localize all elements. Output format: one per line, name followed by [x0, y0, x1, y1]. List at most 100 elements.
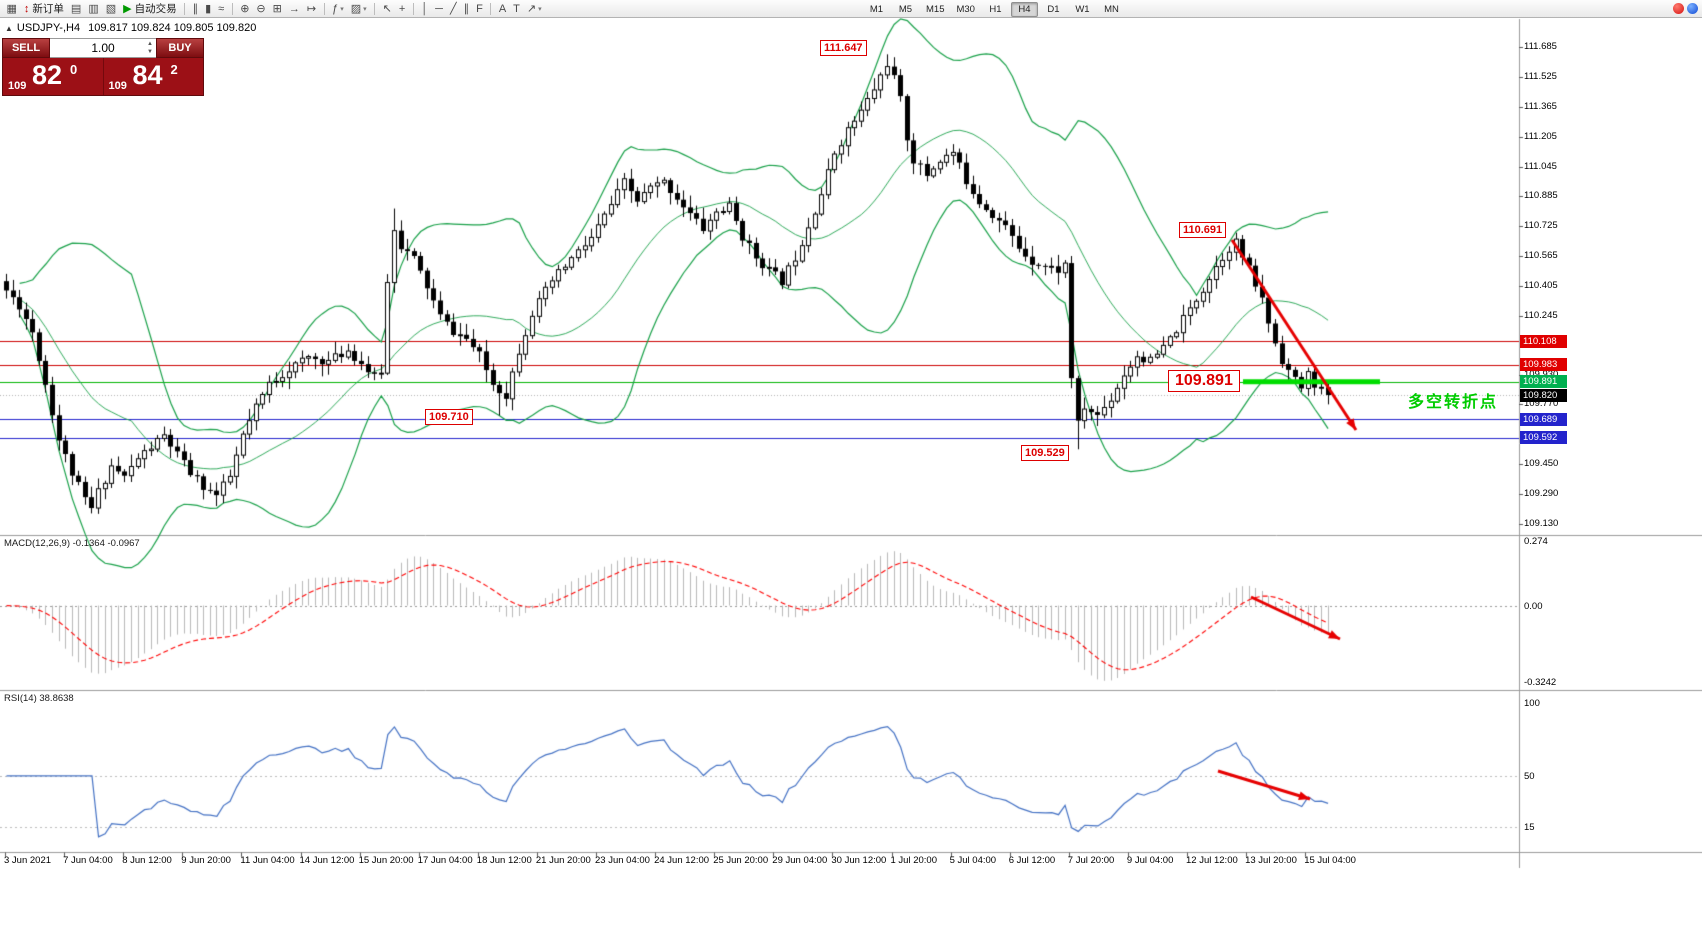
- toolbar-separator: [490, 2, 492, 15]
- price-axis-label: 110.565: [1524, 250, 1558, 262]
- bar-chart-icon: ∥: [192, 2, 199, 15]
- arrows-tool-button[interactable]: ↗ ▾: [524, 1, 545, 17]
- autotrading-icon: ▶: [123, 2, 132, 15]
- auto-scroll-button[interactable]: →: [286, 1, 303, 17]
- price-callout-support[interactable]: 109.710: [425, 409, 473, 425]
- horizontal-line-icon: ─: [435, 2, 443, 15]
- time-axis-label: 25 Jun 20:00: [713, 855, 769, 866]
- time-axis-label: 9 Jul 04:00: [1126, 855, 1174, 866]
- timeframe-m5-button[interactable]: M5: [898, 3, 913, 15]
- indicators-button[interactable]: ƒ ▾: [329, 1, 347, 17]
- symbol-timeframe-label: USDJPY-,H4: [16, 22, 81, 34]
- price-callout-key-level[interactable]: 109.891: [1168, 370, 1240, 392]
- zoom-out-icon: ⊖: [256, 2, 266, 15]
- price-callout-peak[interactable]: 111.647: [820, 40, 867, 56]
- text-icon: A: [498, 2, 507, 15]
- rsi-axis-label: 100: [1524, 698, 1540, 709]
- sell-price-point: 0: [70, 62, 78, 77]
- news-badge-icon[interactable]: [1673, 3, 1684, 14]
- buy-button[interactable]: BUY: [156, 38, 204, 58]
- buy-price-point: 2: [170, 62, 178, 77]
- tile-windows-button[interactable]: ⊞: [270, 1, 285, 17]
- fibonacci-button[interactable]: F: [473, 1, 486, 17]
- text-label-button[interactable]: T: [510, 1, 523, 17]
- templates-button[interactable]: ▨ ▾: [348, 1, 370, 17]
- toolbar-separator: [184, 2, 186, 15]
- toolbar-separator: [323, 2, 325, 15]
- new-chart-button[interactable]: ▦: [4, 1, 20, 17]
- buy-price[interactable]: 109 84 2: [104, 58, 204, 95]
- dropdown-caret-icon: ▾: [538, 5, 542, 13]
- rsi-label: RSI(14) 38.8638: [4, 693, 74, 704]
- chart-shift-button[interactable]: ↦: [304, 1, 319, 17]
- time-axis-label: 3 Jun 2021: [4, 855, 52, 866]
- time-axis-label: 1 Jul 20:00: [890, 855, 937, 866]
- spinner-up-icon[interactable]: ▲: [147, 41, 153, 47]
- tile-windows-icon: ⊞: [272, 2, 282, 15]
- new-chart-icon: ▦: [6, 2, 17, 15]
- rsi-axis-label: 15: [1524, 821, 1535, 833]
- macd-axis-label: 0.274: [1524, 536, 1548, 547]
- trade-panel-toggle-icon[interactable]: ▲: [5, 24, 13, 33]
- toolbar-separator: [374, 2, 376, 15]
- autotrading-button[interactable]: ▶ 自动交易: [120, 1, 179, 17]
- equidistant-channel-button[interactable]: ∥: [461, 1, 473, 17]
- timeframe-m30-button[interactable]: M30: [956, 3, 975, 15]
- timeframe-h4-button[interactable]: H4: [1010, 1, 1038, 17]
- new-order-label: 新订单: [32, 3, 64, 15]
- community-badge-icon[interactable]: [1687, 3, 1698, 14]
- chart-quote-line: ▲ USDJPY-,H4 109.817 109.824 109.805 109.8…: [5, 22, 256, 34]
- timeframe-h1-button[interactable]: H1: [989, 3, 1002, 15]
- navigator-icon: ▧: [105, 2, 117, 15]
- time-axis-label: 30 Jun 12:00: [831, 855, 887, 866]
- crosshair-button[interactable]: +: [396, 1, 408, 17]
- text-button[interactable]: A: [496, 1, 509, 17]
- spinner-down-icon[interactable]: ▼: [147, 49, 153, 55]
- market-watch-icon: ▤: [70, 2, 82, 15]
- timeframe-toolbar: M1 M5 M15 M30 H1 H4 D1 W1 MN: [862, 1, 1126, 17]
- vertical-line-button[interactable]: │: [418, 1, 431, 17]
- timeframe-w1-button[interactable]: W1: [1075, 3, 1090, 15]
- cursor-button[interactable]: ↖: [380, 1, 395, 17]
- time-axis-label: 29 Jun 04:00: [772, 855, 828, 866]
- timeframe-m15-button[interactable]: M15: [926, 3, 945, 15]
- dropdown-caret-icon: ▾: [363, 5, 367, 13]
- price-tag-110.108: 110.108: [1520, 334, 1567, 348]
- sell-price[interactable]: 109 82 0: [3, 58, 104, 95]
- turning-point-note[interactable]: 多空转折点: [1408, 394, 1499, 411]
- time-axis-label: 23 Jun 04:00: [595, 855, 650, 866]
- toolbar-separator: [412, 2, 414, 15]
- bar-chart-button[interactable]: ∥: [190, 1, 202, 17]
- horizontal-line-button[interactable]: ─: [432, 1, 446, 17]
- new-order-button[interactable]: ↕ 新订单: [21, 1, 67, 17]
- timeframe-d1-button[interactable]: D1: [1047, 3, 1060, 15]
- market-watch-button[interactable]: ▤: [68, 1, 84, 17]
- cursor-icon: ↖: [382, 2, 392, 15]
- zoom-in-button[interactable]: ⊕: [237, 1, 252, 17]
- sell-button[interactable]: SELL: [2, 38, 50, 58]
- navigator-button[interactable]: ▧: [103, 1, 119, 17]
- price-axis-label: 109.770: [1524, 398, 1559, 410]
- new-order-icon: ↕: [23, 2, 30, 15]
- lot-spinner[interactable]: ▲ ▼: [147, 41, 153, 57]
- price-axis-label: 109.450: [1524, 458, 1559, 469]
- lot-size-input[interactable]: 1.00 ▲ ▼: [50, 38, 156, 58]
- price-axis-label: 109.290: [1524, 487, 1559, 499]
- zoom-out-button[interactable]: ⊖: [253, 1, 268, 17]
- ohlc-values: 109.817 109.824 109.805 109.820: [88, 22, 257, 34]
- fibonacci-icon: F: [476, 2, 483, 15]
- autotrading-label: 自动交易: [134, 3, 177, 15]
- line-chart-button[interactable]: ≈: [215, 1, 227, 17]
- timeframe-m1-button[interactable]: M1: [869, 3, 884, 15]
- time-axis-label: 7 Jul 20:00: [1067, 855, 1115, 866]
- sell-price-int: 109: [8, 80, 27, 92]
- time-axis-label: 14 Jun 12:00: [299, 855, 355, 866]
- trendline-button[interactable]: ╱: [447, 1, 460, 17]
- timeframe-mn-button[interactable]: MN: [1104, 3, 1119, 15]
- candlestick-chart-button[interactable]: ▮: [202, 1, 214, 17]
- price-callout-lower-high[interactable]: 110.691: [1179, 222, 1227, 238]
- data-window-button[interactable]: ▥: [85, 1, 101, 17]
- price-callout-swing-low[interactable]: 109.529: [1021, 445, 1069, 461]
- vertical-line-icon: │: [421, 2, 429, 15]
